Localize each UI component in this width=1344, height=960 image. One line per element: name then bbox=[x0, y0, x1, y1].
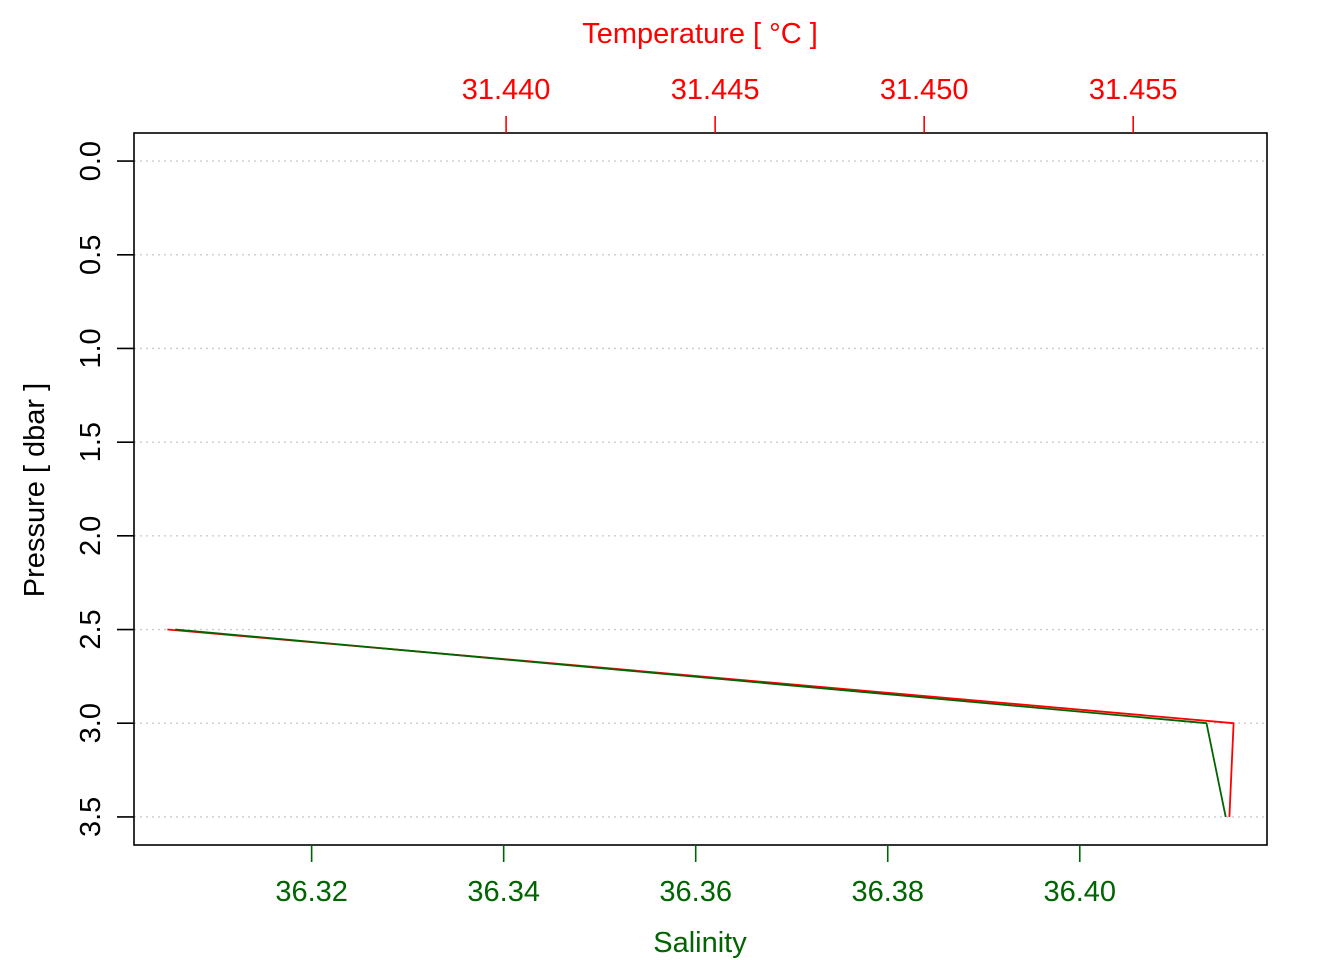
temperature-tick-label-0: 31.440 bbox=[462, 74, 551, 106]
salinity-tick-label-0: 36.32 bbox=[275, 876, 348, 908]
pressure-tick-label-7: 3.5 bbox=[75, 797, 107, 837]
salinity-profile-line bbox=[175, 628, 1227, 818]
salinity-axis: 36.32 36.34 36.36 36.38 36.40 bbox=[275, 845, 1116, 908]
temperature-axis: 31.440 31.445 31.450 31.455 bbox=[462, 74, 1178, 133]
series-lines bbox=[167, 628, 1235, 818]
pressure-tick-label-5: 2.5 bbox=[75, 609, 107, 649]
temperature-tick-label-2: 31.450 bbox=[880, 74, 969, 106]
pressure-tick-label-4: 2.0 bbox=[75, 516, 107, 556]
pressure-tick-label-1: 0.5 bbox=[75, 235, 107, 275]
pressure-axis: 0.0 0.5 1.0 1.5 2.0 2.5 3.0 3.5 bbox=[75, 141, 134, 837]
salinity-tick-label-3: 36.38 bbox=[851, 876, 924, 908]
pressure-tick-label-2: 1.0 bbox=[75, 328, 107, 368]
grid-lines bbox=[134, 160, 1267, 818]
salinity-tick-label-4: 36.40 bbox=[1043, 876, 1116, 908]
salinity-axis-title: Salinity bbox=[653, 927, 747, 959]
salinity-tick-label-1: 36.34 bbox=[467, 876, 540, 908]
salinity-tick-label-2: 36.36 bbox=[659, 876, 732, 908]
plot-frame bbox=[133, 132, 1268, 846]
temperature-tick-label-3: 31.455 bbox=[1089, 74, 1178, 106]
pressure-tick-label-0: 0.0 bbox=[75, 141, 107, 181]
pressure-tick-label-6: 3.0 bbox=[75, 703, 107, 743]
temperature-tick-label-1: 31.445 bbox=[671, 74, 760, 106]
pressure-tick-label-3: 1.5 bbox=[75, 422, 107, 462]
pressure-axis-title: Pressure [ dbar ] bbox=[19, 383, 51, 597]
temperature-axis-title: Temperature [ °C ] bbox=[582, 18, 818, 50]
